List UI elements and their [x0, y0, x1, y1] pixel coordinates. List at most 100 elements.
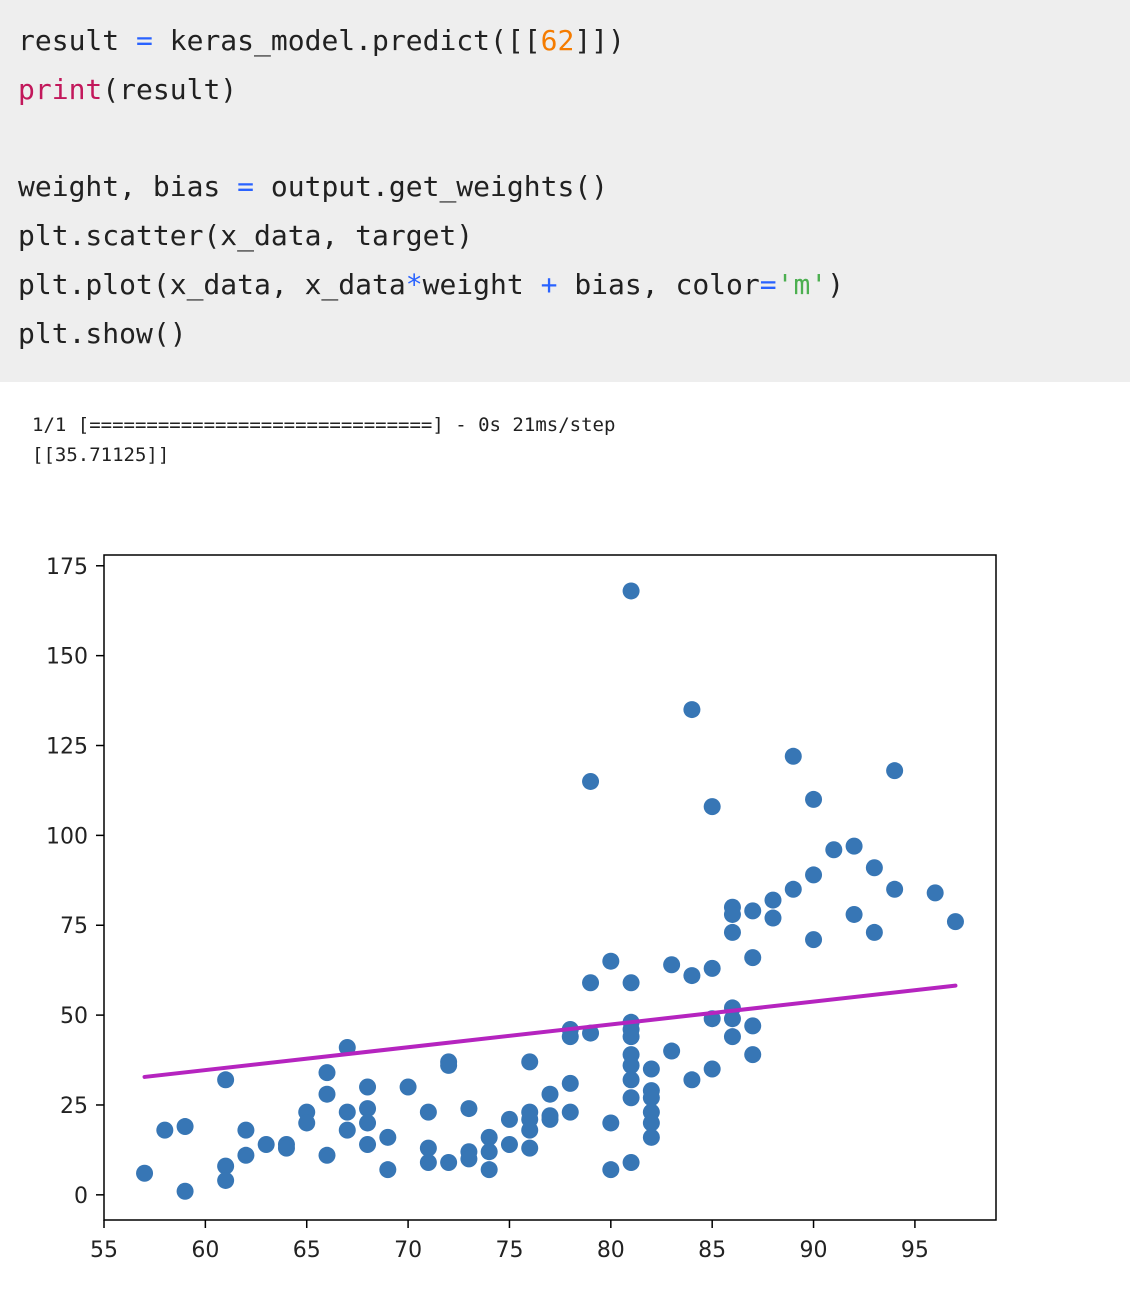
data-point: [318, 1085, 336, 1103]
data-point: [642, 1114, 660, 1132]
data-point: [379, 1128, 397, 1146]
data-point: [642, 1060, 660, 1078]
code-token: +: [540, 268, 558, 301]
data-point: [217, 1171, 235, 1189]
code-token: ): [827, 268, 845, 301]
data-point: [683, 1071, 701, 1089]
code-token: keras_model.predict([[: [152, 24, 541, 57]
data-point: [237, 1121, 255, 1139]
data-point: [500, 1136, 518, 1154]
data-point: [886, 880, 904, 898]
data-point: [176, 1182, 194, 1200]
code-token: *: [405, 268, 423, 301]
data-point: [440, 1056, 458, 1074]
data-point: [845, 837, 863, 855]
data-point: [946, 913, 964, 931]
x-tick-label: 85: [698, 1238, 726, 1263]
data-point: [744, 902, 762, 920]
data-point: [703, 1060, 721, 1078]
data-point: [683, 967, 701, 985]
plot-canvas: 0 25 50 75 100 125 150 175 55 60 65 70 75 80 85 90 95: [46, 554, 997, 1263]
code-token: plt.plot(x_data, x_data: [18, 268, 406, 301]
code-token: =: [759, 268, 777, 301]
data-point: [805, 866, 823, 884]
data-point: [338, 1103, 356, 1121]
data-point: [582, 772, 600, 790]
data-point: [277, 1139, 295, 1157]
data-point: [723, 1010, 741, 1028]
code-token: 62: [540, 24, 575, 57]
data-point: [338, 1121, 356, 1139]
data-point: [683, 701, 701, 719]
y-tick-label: 125: [46, 735, 88, 760]
data-point: [744, 1017, 762, 1035]
y-tick-label: 175: [46, 555, 88, 580]
data-point: [723, 1028, 741, 1046]
data-point: [217, 1071, 235, 1089]
code-token: weight, bias: [18, 170, 238, 203]
data-point: [521, 1139, 539, 1157]
data-point: [156, 1121, 174, 1139]
data-point: [784, 880, 802, 898]
data-point: [359, 1078, 377, 1096]
data-point: [622, 1071, 640, 1089]
data-point: [703, 798, 721, 816]
x-tick-label: 95: [901, 1238, 929, 1263]
data-point: [784, 747, 802, 765]
scatter-plot: 0 25 50 75 100 125 150 175 55 60 65 70 75 80 85 90 95: [0, 530, 1130, 1306]
data-point: [642, 1128, 660, 1146]
data-point: [622, 1028, 640, 1046]
data-point: [865, 923, 883, 941]
data-point: [744, 1046, 762, 1064]
data-point: [500, 1110, 518, 1128]
data-point: [622, 1056, 640, 1074]
data-point: [318, 1064, 336, 1082]
data-point: [622, 1089, 640, 1107]
y-tick-label: 0: [74, 1184, 88, 1209]
y-tick-label: 75: [60, 914, 88, 939]
data-point: [805, 931, 823, 949]
x-tick-label: 60: [191, 1238, 219, 1263]
data-point: [865, 859, 883, 877]
data-point: [419, 1103, 437, 1121]
data-point: [521, 1121, 539, 1139]
code-token: =: [136, 24, 153, 57]
data-point: [419, 1153, 437, 1171]
data-point: [805, 790, 823, 808]
data-point: [541, 1085, 559, 1103]
code-token: bias, color: [557, 268, 760, 301]
data-point: [521, 1053, 539, 1071]
data-point: [622, 582, 640, 600]
data-point: [359, 1100, 377, 1118]
data-point: [480, 1143, 498, 1161]
data-point: [723, 923, 741, 941]
data-point: [764, 891, 782, 909]
data-point: [541, 1110, 559, 1128]
y-tick-label: 150: [46, 645, 88, 670]
data-points: [136, 582, 964, 1200]
code-token: weight: [422, 268, 541, 301]
data-point: [764, 909, 782, 927]
data-point: [886, 762, 904, 780]
data-point: [663, 956, 681, 974]
data-point: [561, 1074, 579, 1092]
code-token: ]]): [574, 24, 625, 57]
code-line: plt.plot(x_data, x_data*weight + bias, c…: [18, 268, 844, 302]
data-point: [825, 841, 843, 859]
code-cell[interactable]: result = keras_model.predict([[62]]) prin…: [0, 0, 1130, 382]
data-point: [723, 905, 741, 923]
data-point: [399, 1078, 417, 1096]
code-token: =: [237, 170, 255, 203]
data-point: [703, 959, 721, 977]
data-point: [318, 1146, 336, 1164]
x-tick-label: 90: [800, 1238, 828, 1263]
code-line: plt.scatter(x_data, target): [18, 219, 473, 253]
code-line: print(result): [18, 73, 237, 107]
code-token: output.get_weights(): [254, 170, 609, 203]
x-tick-label: 65: [293, 1238, 321, 1263]
fit-line: [142, 983, 958, 1079]
data-point: [298, 1114, 316, 1132]
progress-line: 1/1 [==============================] - 0…: [32, 414, 616, 436]
data-point: [237, 1146, 255, 1164]
data-point: [926, 884, 944, 902]
